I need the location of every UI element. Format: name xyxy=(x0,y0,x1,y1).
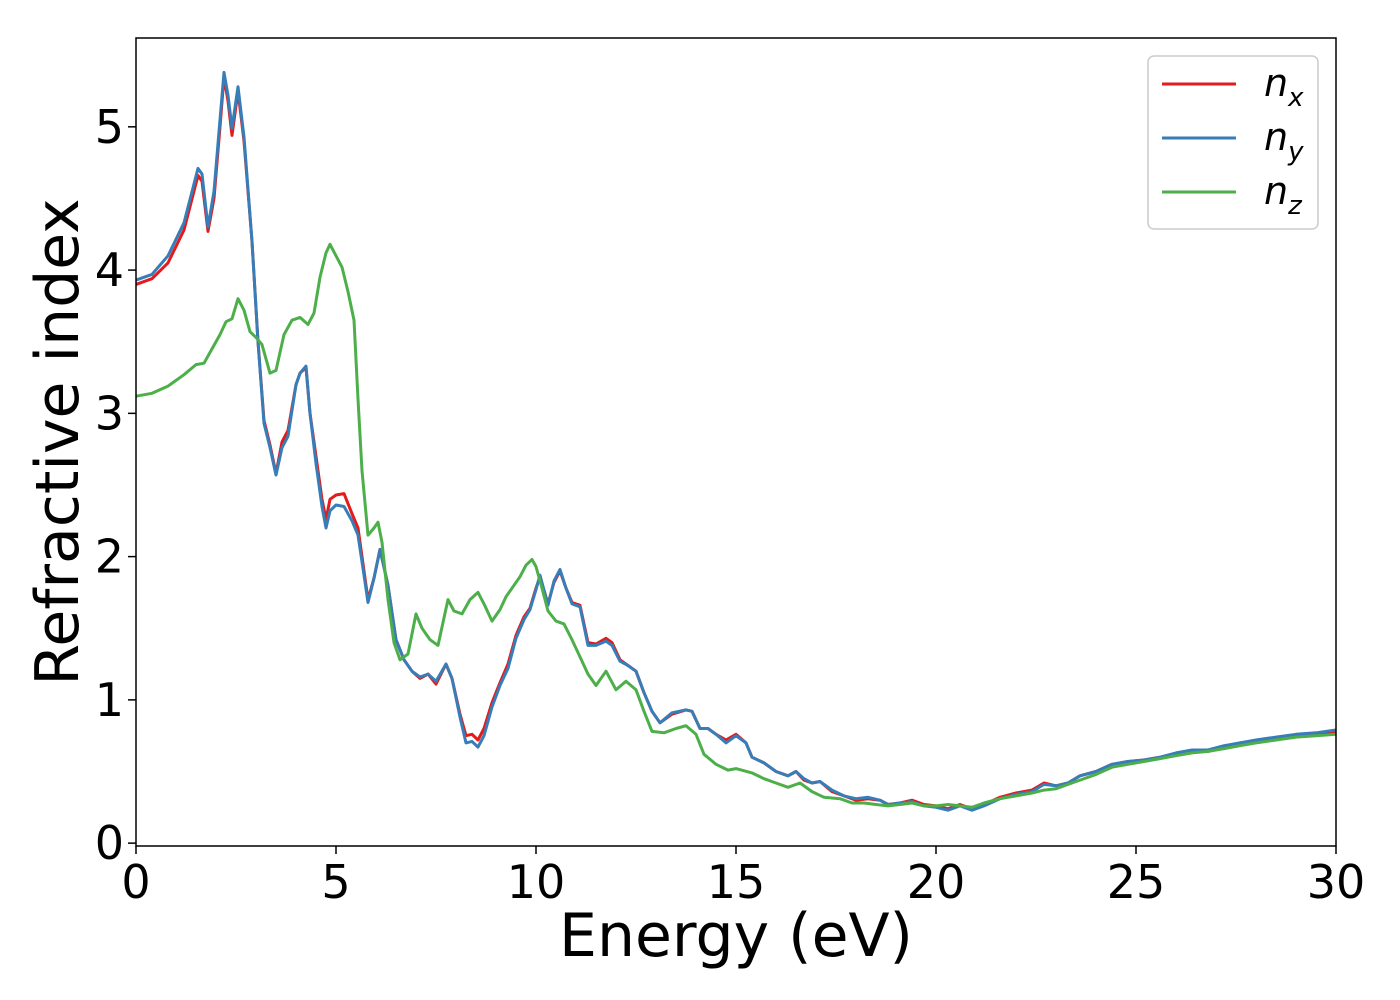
x-tick-label: 25 xyxy=(1107,855,1166,909)
legend-label: ny xyxy=(1264,115,1304,167)
series-line-nz xyxy=(135,242,1337,809)
y-tick-label: 5 xyxy=(95,100,124,154)
y-tick-label: 0 xyxy=(95,816,124,870)
y-tick-label: 4 xyxy=(95,243,124,297)
y-tick-label: 3 xyxy=(95,386,124,440)
y-tick-label: 2 xyxy=(95,530,124,584)
legend-label: nx xyxy=(1264,61,1304,113)
y-axis: 0 1 2 3 4 5 xyxy=(95,100,136,870)
x-tick-label: 15 xyxy=(707,855,766,909)
x-axis-title: Energy (eV) xyxy=(559,901,913,971)
x-tick-label: 20 xyxy=(907,855,966,909)
legend-label: nz xyxy=(1264,169,1303,221)
plot-lines xyxy=(135,70,1337,812)
y-axis-title: Refractive index xyxy=(23,198,93,685)
x-axis: 0 5 10 15 20 25 30 xyxy=(121,846,1365,909)
x-tick-label: 0 xyxy=(121,855,150,909)
x-tick-label: 30 xyxy=(1307,855,1366,909)
legend-box xyxy=(1147,55,1319,230)
x-tick-label: 5 xyxy=(321,855,350,909)
x-tick-label: 10 xyxy=(507,855,566,909)
y-tick-label: 1 xyxy=(95,673,124,727)
